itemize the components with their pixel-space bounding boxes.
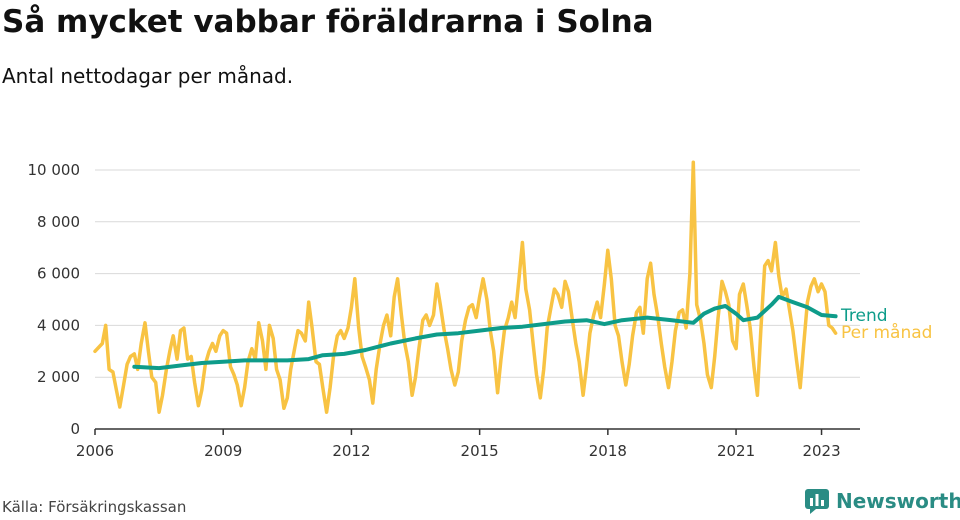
series-label-trend: Trend (840, 306, 888, 326)
y-tick-label: 4 000 (37, 316, 80, 334)
y-tick-label: 2 000 (37, 368, 80, 386)
y-tick-label: 6 000 (37, 265, 80, 283)
x-tick-label: 2021 (717, 442, 755, 460)
x-tick-label: 2012 (332, 442, 370, 460)
x-tick-label: 2018 (589, 442, 627, 460)
source-note: Källa: Försäkringskassan (2, 498, 187, 516)
chart-title: Så mycket vabbar föräldrarna i Solna (2, 4, 654, 40)
x-tick-label: 2015 (461, 442, 499, 460)
x-tick-label: 2009 (204, 442, 242, 460)
x-axis-ticks: 2006 2009 2012 2015 2018 2021 2023 (76, 429, 841, 460)
brand-logo: Newsworthy (804, 488, 960, 514)
bar-chart-icon (805, 489, 829, 514)
series-line-trend (132, 294, 838, 371)
chart-subtitle: Antal nettodagar per månad. (2, 64, 294, 88)
y-tick-label: 8 000 (37, 213, 80, 231)
series-line-per-month (93, 160, 838, 414)
y-axis-ticks: 0 2 000 4 000 6 000 8 000 10 000 (28, 161, 81, 438)
line-chart: 0 2 000 4 000 6 000 8 000 10 000 2006 2009 2012… (28, 160, 932, 460)
x-tick-label: 2006 (76, 442, 114, 460)
brand-name: Newsworthy (836, 489, 960, 513)
series-label-per-month: Per månad (841, 322, 932, 343)
x-tick-label: 2023 (802, 442, 840, 460)
y-tick-label: 10 000 (28, 161, 81, 179)
y-tick-label: 0 (70, 420, 80, 438)
